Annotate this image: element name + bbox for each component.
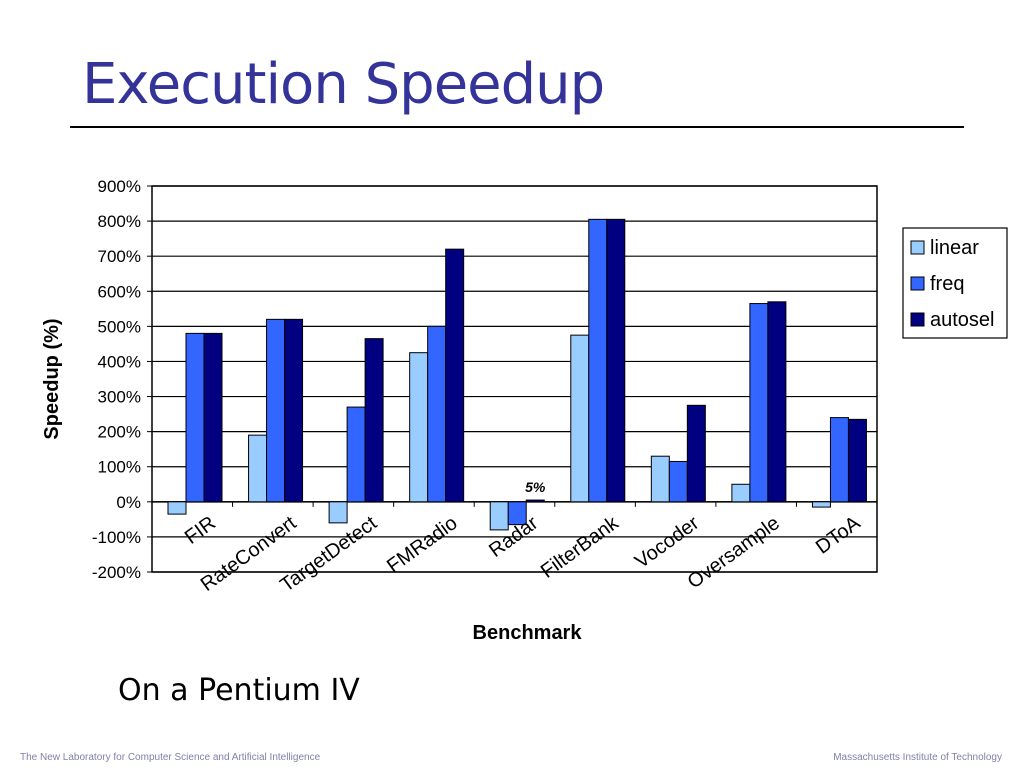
y-tick-label: -200% xyxy=(92,563,141,582)
legend-swatch-autosel xyxy=(910,312,925,327)
bar-linear xyxy=(167,501,187,515)
bar-linear xyxy=(650,455,670,503)
bar-autosel xyxy=(284,318,304,503)
bar-freq xyxy=(346,406,366,503)
bar-autosel xyxy=(847,418,867,503)
y-tick-label: 400% xyxy=(98,352,141,371)
y-tick-label: -100% xyxy=(92,528,141,547)
bar-freq xyxy=(427,325,447,503)
bar-freq xyxy=(266,318,286,503)
y-tick-label: 100% xyxy=(98,458,141,477)
bar-linear xyxy=(811,501,831,508)
bar-autosel xyxy=(364,338,384,503)
bar-freq xyxy=(749,303,769,503)
bar-linear xyxy=(328,501,348,524)
y-tick-label: 300% xyxy=(98,388,141,407)
y-tick-label: 900% xyxy=(98,177,141,196)
x-axis-label: Benchmark xyxy=(473,622,583,644)
legend-label-freq: freq xyxy=(930,273,964,295)
bar-freq xyxy=(185,332,205,503)
slide-title: Execution Speedup xyxy=(82,52,605,117)
y-axis-label: Speedup (%) xyxy=(41,318,63,439)
legend-label-linear: linear xyxy=(930,237,979,259)
bar-autosel xyxy=(606,218,626,503)
bar-autosel xyxy=(525,499,545,503)
bar-freq xyxy=(507,501,527,526)
bar-autosel xyxy=(686,404,706,503)
y-tick-label: 600% xyxy=(98,282,141,301)
bar-autosel xyxy=(203,332,223,503)
bar-freq xyxy=(829,417,849,503)
bar-freq xyxy=(588,218,608,503)
y-tick-label: 0% xyxy=(116,493,141,512)
bar-autosel xyxy=(445,248,465,503)
slide-subtitle: On a Pentium IV xyxy=(118,673,360,708)
footer-university: Massachusetts Institute of Technology xyxy=(833,752,1002,763)
y-tick-label: 200% xyxy=(98,423,141,442)
bar-linear xyxy=(489,501,509,531)
bar-autosel xyxy=(767,301,787,503)
y-tick-label: 500% xyxy=(98,317,141,336)
data-label: 5% xyxy=(525,479,546,495)
bar-linear xyxy=(248,434,268,503)
bar-linear xyxy=(409,352,429,503)
bar-linear xyxy=(570,334,590,503)
y-tick-label: 800% xyxy=(98,212,141,231)
footer-institution: The New Laboratory for Computer Science … xyxy=(20,752,321,763)
title-divider xyxy=(70,126,964,128)
y-tick-label: 700% xyxy=(98,247,141,266)
bar-freq xyxy=(668,460,688,503)
legend-swatch-freq xyxy=(910,276,925,291)
bar-linear xyxy=(731,483,751,503)
legend-label-autosel: autosel xyxy=(930,309,995,331)
legend-swatch-linear xyxy=(910,240,925,255)
